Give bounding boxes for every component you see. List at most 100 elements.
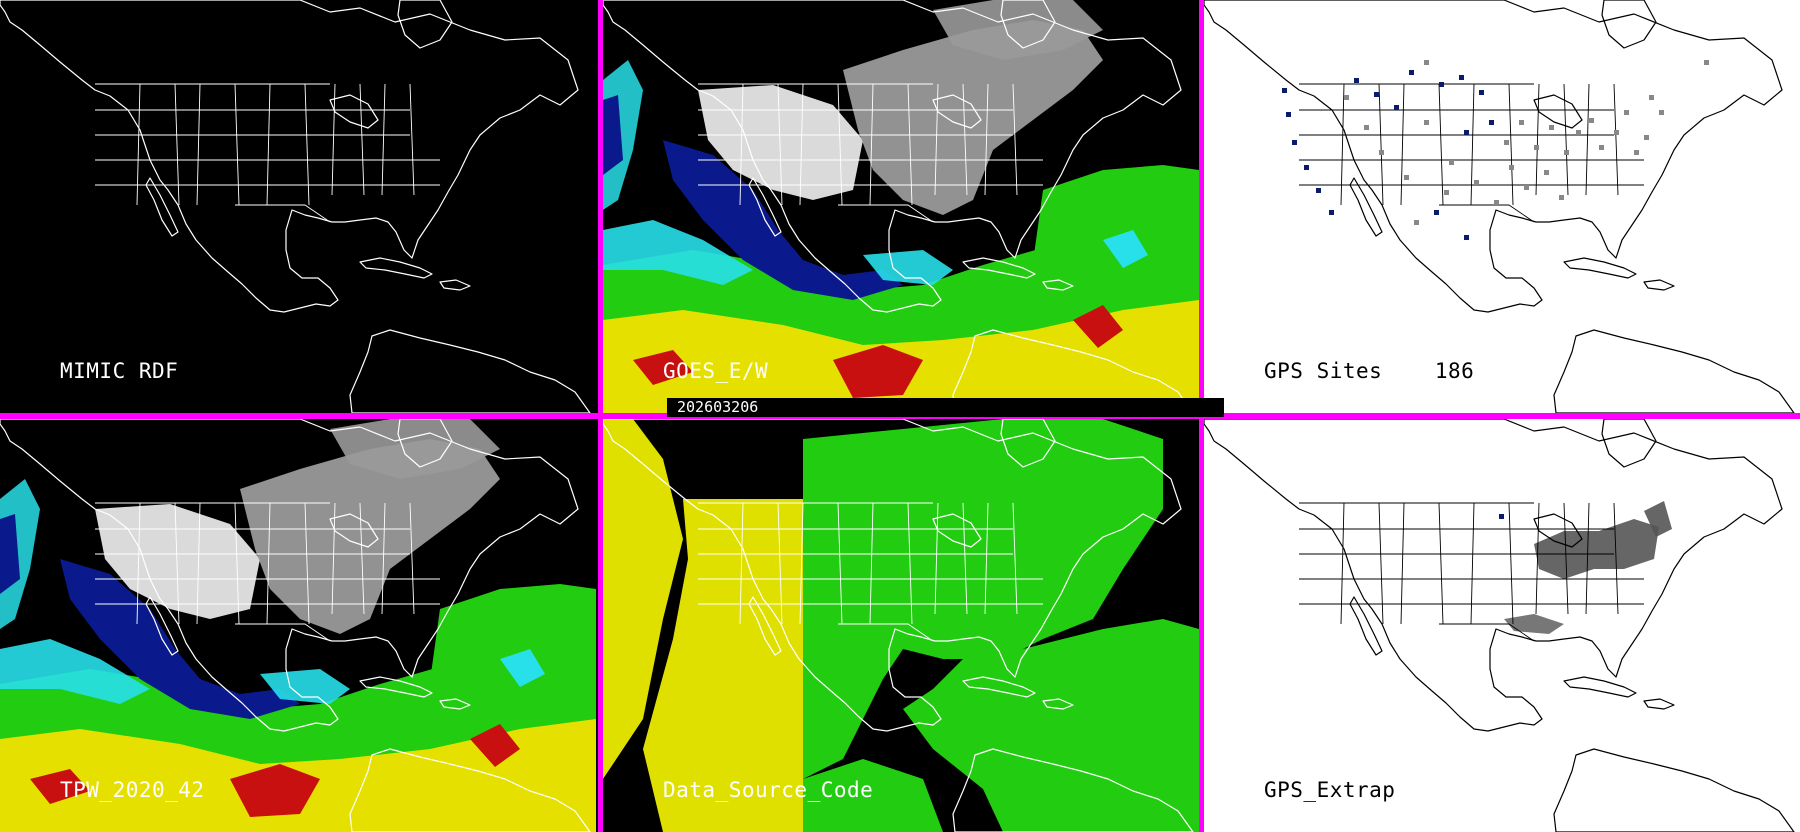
gps-site-marker [1304,165,1309,170]
panel-label-data-source-code: Data_Source_Code [663,778,874,802]
great-lakes-coast [329,94,379,129]
gps-site-marker [1576,130,1581,135]
great-lakes-coast [329,513,379,548]
state-boundary [196,83,201,206]
gps-site-marker [1534,145,1539,150]
state-boundaries [95,83,440,223]
state-boundary [1508,83,1514,206]
gps-site-marker [1509,165,1514,170]
gps-site-marker [1624,110,1629,115]
gps-site-marker [1634,150,1639,155]
great-lakes-coast [1533,94,1583,129]
tpw-red-patch [230,764,320,817]
state-boundary [838,623,934,642]
gps-site-marker [1394,105,1399,110]
tpw-red-patch [1073,305,1123,348]
state-boundary [235,204,331,223]
gps-site-marker [1424,120,1429,125]
hispaniola-coast [1643,698,1675,710]
state-boundary [266,83,271,206]
hispaniola-coast [439,698,471,710]
state-boundary [1585,502,1590,615]
gps-site-marker [1494,200,1499,205]
great-lakes-coast [932,94,982,129]
tpw-dry-east [240,439,500,634]
panel-data-source-code: Data_Source_Code [603,419,1199,832]
gps-site-marker [1282,88,1287,93]
gps-site-marker [1599,145,1604,150]
gps-site-marker [1649,95,1654,100]
gps-site-marker [1439,82,1444,87]
cuba-coast [359,257,433,279]
state-boundary [1508,502,1514,625]
state-boundary [1438,83,1444,206]
tpw-navy-field [663,140,903,300]
state-boundary [962,83,968,196]
state-boundary [1340,502,1345,625]
cuba-coast [962,257,1036,279]
tpw-pacific-core [603,95,623,175]
south-america-coast [952,748,1194,832]
extrap-northeast [1644,501,1672,537]
state-boundary [1012,502,1018,615]
map-data-source-code [603,419,1199,832]
state-boundary [934,502,939,615]
gps-site-marker [1379,150,1384,155]
gps-site-marker [1449,160,1454,165]
gps-site-marker [1644,135,1649,140]
great-lakes-coast [1533,513,1583,548]
tpw-dry-canada [330,419,500,479]
gps-site-marker [1444,190,1449,195]
tpw-red-patch [30,769,90,804]
state-boundary [984,83,989,196]
state-boundary [1439,623,1535,642]
gps-site-marker [1659,110,1664,115]
tpw-dry-west [698,85,863,200]
hispaniola-coast [439,279,471,291]
tpw-dry-east [843,20,1103,215]
state-boundary [1400,83,1405,206]
state-boundaries [95,502,440,642]
tpw-red-patch [470,724,520,767]
baja-coast [748,596,782,656]
gps-site-marker [1504,140,1509,145]
gps-site-marker [1374,92,1379,97]
timestamp-bar: 202603206 [667,398,1224,417]
source-yellow-pacific [603,419,683,779]
state-boundary [1438,502,1444,625]
state-boundary [934,83,939,196]
panel-label-gps-extrap: GPS_Extrap [1264,778,1396,802]
state-boundaries [1299,502,1644,642]
gps-site-marker [1344,95,1349,100]
map-gps-sites [1204,0,1795,413]
state-boundary [1585,83,1590,196]
great-lakes-coast [932,513,982,548]
panel-goes-ew: GOES_E/W [603,0,1199,413]
hispaniola-coast [1042,698,1074,710]
tpw-cyan-atlantic [1103,230,1148,268]
panel-tpw-2020-42: TPW_2020_42 [0,419,598,832]
tpw-cyan-atlantic [500,649,545,687]
gps-site-marker [1404,175,1409,180]
gps-site-marker [1564,150,1569,155]
coastlines [1204,0,1795,413]
greenland-coast [1601,0,1657,49]
gps-site-marker [1464,235,1469,240]
source-green-central [803,419,1163,779]
gps-site-marker [1316,188,1321,193]
state-boundary [1563,502,1569,615]
map-tpw-2020-42 [0,419,596,832]
gps-site-marker [1434,210,1439,215]
baja-coast [1349,596,1383,656]
extrap-gulf [1504,614,1564,634]
state-boundaries [698,502,1043,642]
coastlines [603,419,1194,832]
panel-gps-sites: GPS Sites 186 [1204,0,1800,413]
state-boundary [1340,83,1345,206]
baja-coast [1349,177,1383,237]
south-america-coast [349,329,591,413]
gps-site-marker [1479,90,1484,95]
gps-site-marker [1286,112,1291,117]
state-boundary [1439,204,1535,223]
north-america-coast [1204,0,1783,313]
